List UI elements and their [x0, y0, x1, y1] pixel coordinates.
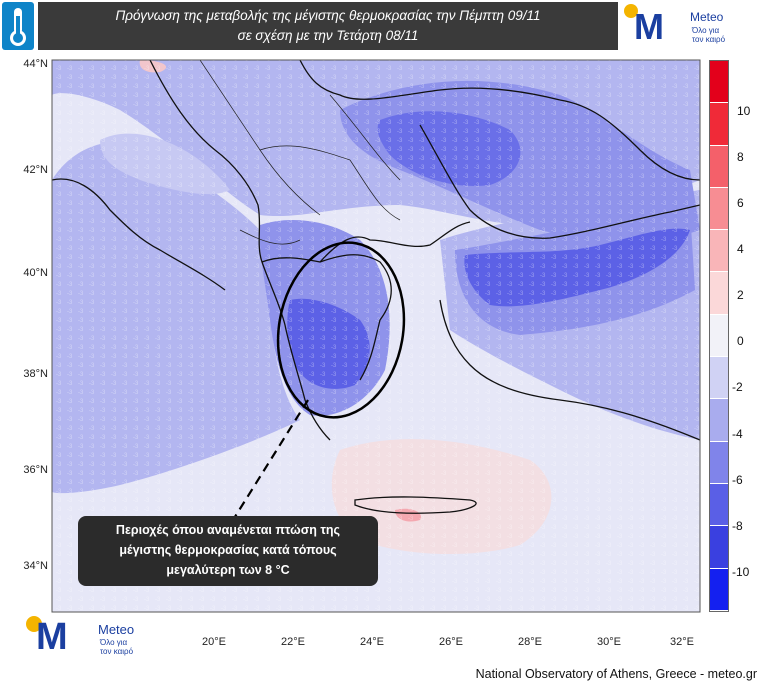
colorbar-tick-minus6: -6	[732, 473, 743, 487]
colorbar-tick-minus8: -8	[732, 519, 743, 533]
logo-m-mark: M	[634, 6, 664, 47]
sun-icon	[26, 616, 42, 632]
callout-box: Περιοχές όπου αναμένεται πτώση της μέγισ…	[78, 516, 378, 586]
colorbar-segment	[710, 61, 728, 104]
sun-icon	[624, 4, 638, 18]
colorbar-segment	[710, 103, 728, 146]
lat-label-34: 34°N	[23, 560, 48, 572]
colorbar-segment	[710, 357, 728, 400]
title-line-2: σε σχέση με την Τετάρτη 08/11	[237, 28, 419, 43]
meteo-logo-bottom: M Meteo Όλο για τον καιρό	[26, 614, 156, 662]
colorbar-segment	[710, 568, 728, 611]
colorbar-tick-minus10: -10	[732, 565, 750, 579]
lat-label-44: 44°N	[23, 58, 48, 70]
logo-name: Meteo	[98, 622, 135, 637]
colorbar-segment	[710, 187, 728, 231]
callout-line-3: μεγαλύτερη των 8 °C	[166, 563, 290, 577]
colorbar-segment	[710, 441, 728, 484]
colorbar-segment	[710, 230, 728, 273]
title-line-1: Πρόγνωση της μεταβολής της μέγιστης θερμ…	[115, 8, 541, 23]
highlight-ellipse	[276, 241, 406, 419]
logo-tagline: Όλο για τον καιρό	[100, 638, 134, 656]
colorbar-tick-0: 0	[737, 334, 744, 348]
colorbar-tick-minus4: -4	[732, 427, 743, 441]
colorbar-tick-10: 10	[737, 104, 751, 118]
colorbar-segment	[710, 483, 728, 527]
lon-label-30: 30°E	[597, 636, 621, 648]
colorbar	[709, 60, 729, 612]
lat-label-40: 40°N	[23, 267, 48, 279]
colorbar-segment	[710, 526, 728, 569]
lon-label-24: 24°E	[360, 636, 384, 648]
credit-text: National Observatory of Athens, Greece -…	[475, 667, 757, 681]
logo-name: Meteo	[690, 10, 724, 24]
header: Πρόγνωση της μεταβολής της μέγιστης θερμ…	[0, 0, 763, 54]
logo-m-mark: M	[36, 616, 68, 658]
colorbar-segment	[710, 399, 728, 442]
callout-leader-line	[232, 399, 309, 521]
lon-label-22: 22°E	[281, 636, 305, 648]
lon-label-32: 32°E	[670, 636, 694, 648]
lon-label-20: 20°E	[202, 636, 226, 648]
lat-label-38: 38°N	[23, 368, 48, 380]
lon-label-26: 26°E	[439, 636, 463, 648]
lat-label-36: 36°N	[23, 464, 48, 476]
logo-tagline: Όλο για τον καιρό	[692, 26, 726, 44]
meteo-logo-top: M Meteo Όλο για τον καιρό	[622, 2, 742, 50]
colorbar-segment	[710, 145, 728, 188]
colorbar-segment	[710, 314, 728, 358]
colorbar-tick-2: 2	[737, 288, 744, 302]
colorbar-segment	[710, 272, 728, 315]
colorbar-tick-4: 4	[737, 242, 744, 256]
colorbar-tick-6: 6	[737, 196, 744, 210]
colorbar-tick-8: 8	[737, 150, 744, 164]
lon-label-28: 28°E	[518, 636, 542, 648]
callout-line-1: Περιοχές όπου αναμένεται πτώση της	[115, 523, 341, 537]
lat-label-42: 42°N	[23, 164, 48, 176]
coastlines	[52, 60, 700, 514]
borders	[199, 60, 401, 245]
callout-line-2: μέγιστης θερμοκρασίας κατά τόπους	[119, 543, 337, 557]
page-title: Πρόγνωση της μεταβολής της μέγιστης θερμ…	[38, 2, 618, 50]
thermometer-icon	[2, 2, 34, 50]
colorbar-tick-minus2: -2	[732, 380, 743, 394]
